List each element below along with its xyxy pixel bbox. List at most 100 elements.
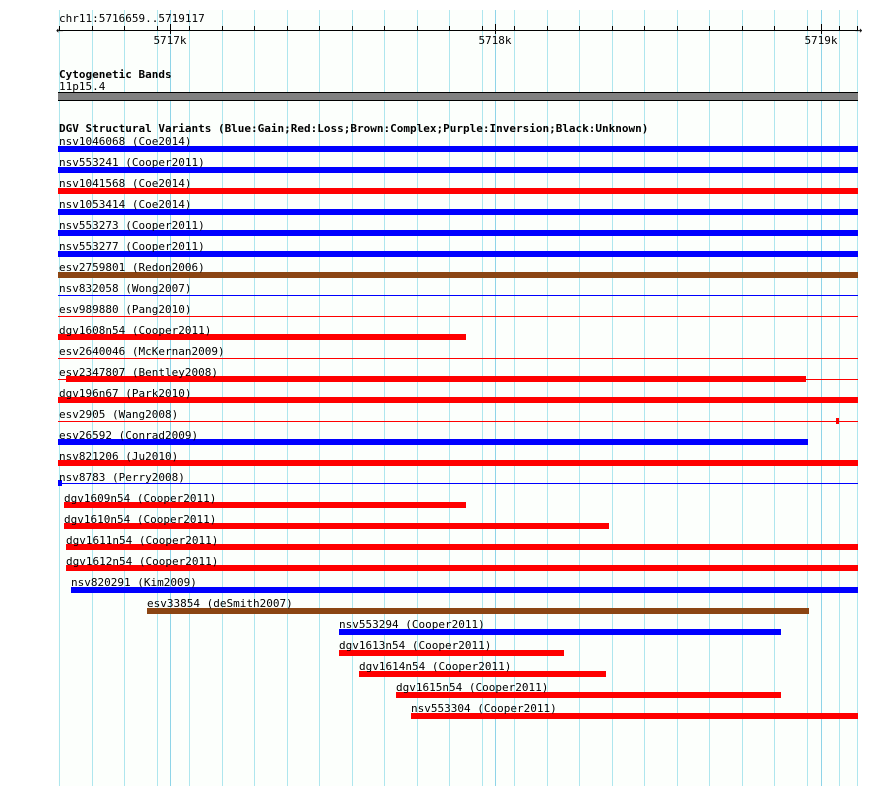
feature-bar[interactable] — [64, 523, 609, 529]
feature-bar[interactable] — [58, 146, 861, 152]
right-margin — [858, 0, 890, 786]
ruler-tick-minor — [59, 26, 60, 31]
feature-bar[interactable] — [66, 544, 861, 550]
feature-bar[interactable] — [58, 209, 861, 215]
feature-bar[interactable] — [58, 460, 861, 466]
feature-label[interactable]: dgv1610n54 (Cooper2011) — [64, 513, 217, 526]
dgv-structural-variants-track-title: DGV Structural Variants (Blue:Gain;Red:L… — [59, 122, 649, 135]
ruler-tick-minor — [384, 26, 385, 31]
feature-bar[interactable] — [396, 692, 781, 698]
feature-label[interactable]: dgv1611n54 (Cooper2011) — [66, 534, 219, 547]
ruler-tick-label: 5718k — [478, 34, 512, 47]
ruler-tick-minor — [449, 26, 450, 31]
feature-label[interactable]: esv2905 (Wang2008) — [59, 408, 179, 421]
ruler-tick-label: 5719k — [804, 34, 838, 47]
ruler-tick-minor — [857, 26, 858, 31]
feature-bar[interactable] — [359, 671, 606, 677]
feature-label[interactable]: dgv1608n54 (Cooper2011) — [59, 324, 212, 337]
ruler-tick-minor — [157, 26, 158, 31]
feature-bar[interactable] — [58, 251, 861, 257]
ruler-axis-line — [59, 30, 858, 31]
ruler-tick-major — [821, 24, 822, 34]
cytogenetic-bands-track-title: Cytogenetic Bands — [59, 68, 172, 81]
feature-bar[interactable] — [58, 295, 861, 296]
ruler-tick-minor — [547, 26, 548, 31]
feature-bar[interactable] — [58, 334, 466, 340]
ruler-tick-minor — [287, 26, 288, 31]
ruler-tick-minor — [807, 26, 808, 31]
feature-label[interactable]: nsv832058 (Wong2007) — [59, 282, 192, 295]
ruler-tick-minor — [189, 26, 190, 31]
ruler-tick-label: 5717k — [153, 34, 187, 47]
ruler-tick-minor — [644, 26, 645, 31]
feature-label[interactable]: dgv196n67 (Park2010) — [59, 387, 192, 400]
feature-bar[interactable] — [58, 358, 861, 359]
feature-label[interactable]: dgv1615n54 (Cooper2011) — [396, 681, 549, 694]
feature-bar[interactable] — [58, 167, 861, 173]
ruler-tick-minor — [774, 26, 775, 31]
feature-label[interactable]: nsv553273 (Cooper2011) — [59, 219, 205, 232]
ruler-tick-minor — [579, 26, 580, 31]
ruler-tick-minor — [514, 26, 515, 31]
feature-label[interactable]: nsv8783 (Perry2008) — [59, 471, 185, 484]
ruler-tick-minor — [417, 26, 418, 31]
feature-label[interactable]: nsv553241 (Cooper2011) — [59, 156, 205, 169]
feature-bar[interactable] — [58, 272, 861, 278]
cytogenetic-band-bar[interactable] — [58, 92, 858, 101]
feature-label[interactable]: esv26592 (Conrad2009) — [59, 429, 199, 442]
feature-bar[interactable] — [58, 480, 62, 486]
top-margin — [0, 0, 890, 10]
feature-label[interactable]: nsv821206 (Ju2010) — [59, 450, 179, 463]
feature-label[interactable]: nsv553304 (Cooper2011) — [411, 702, 557, 715]
left-margin — [0, 0, 58, 786]
feature-bar[interactable] — [58, 439, 808, 445]
cytogenetic-band-label: 11p15.4 — [59, 80, 106, 93]
feature-label[interactable]: dgv1609n54 (Cooper2011) — [64, 492, 217, 505]
feature-extent-line — [58, 421, 861, 422]
feature-bar[interactable] — [339, 629, 781, 635]
ruler-tick-minor — [254, 26, 255, 31]
ruler-tick-minor — [124, 26, 125, 31]
feature-bar[interactable] — [66, 376, 806, 382]
feature-label[interactable]: nsv553294 (Cooper2011) — [339, 618, 485, 631]
ruler-tick-minor — [677, 26, 678, 31]
feature-label[interactable]: nsv553277 (Cooper2011) — [59, 240, 205, 253]
ruler-tick-minor — [839, 26, 840, 31]
feature-label[interactable]: nsv1041568 (Coe2014) — [59, 177, 192, 190]
ruler-tick-minor — [482, 26, 483, 31]
feature-label[interactable]: esv989880 (Pang2010) — [59, 303, 192, 316]
feature-label[interactable]: nsv1046068 (Coe2014) — [59, 135, 192, 148]
feature-bar[interactable] — [58, 316, 861, 317]
ruler-tick-minor — [742, 26, 743, 31]
feature-bar[interactable] — [66, 565, 861, 571]
ruler-tick-minor — [92, 26, 93, 31]
feature-label[interactable]: nsv820291 (Kim2009) — [71, 576, 197, 589]
ruler-tick-minor — [709, 26, 710, 31]
ruler-tick-minor — [612, 26, 613, 31]
feature-label[interactable]: esv33854 (deSmith2007) — [147, 597, 293, 610]
feature-label[interactable]: esv2640046 (McKernan2009) — [59, 345, 225, 358]
feature-bar[interactable] — [64, 502, 466, 508]
feature-bar[interactable] — [411, 713, 861, 719]
feature-bar[interactable] — [58, 188, 861, 194]
feature-extent-line — [58, 483, 861, 484]
ruler-tick-major — [170, 24, 171, 34]
ruler-tick-minor — [222, 26, 223, 31]
feature-label[interactable]: dgv1613n54 (Cooper2011) — [339, 639, 492, 652]
feature-bar[interactable] — [71, 587, 861, 593]
feature-label[interactable]: nsv1053414 (Coe2014) — [59, 198, 192, 211]
feature-bar[interactable] — [836, 418, 839, 424]
feature-label[interactable]: esv2759801 (Redon2006) — [59, 261, 205, 274]
feature-bar[interactable] — [58, 397, 861, 403]
feature-bar[interactable] — [339, 650, 564, 656]
feature-label[interactable]: dgv1614n54 (Cooper2011) — [359, 660, 512, 673]
ruler-tick-major — [495, 24, 496, 34]
ruler-tick-minor — [319, 26, 320, 31]
ruler-tick-minor — [352, 26, 353, 31]
feature-bar[interactable] — [58, 230, 861, 236]
feature-label[interactable]: esv2347807 (Bentley2008) — [59, 366, 218, 379]
feature-label[interactable]: dgv1612n54 (Cooper2011) — [66, 555, 219, 568]
region-coordinate-label: chr11:5716659..5719117 — [59, 12, 205, 25]
feature-bar[interactable] — [147, 608, 809, 614]
